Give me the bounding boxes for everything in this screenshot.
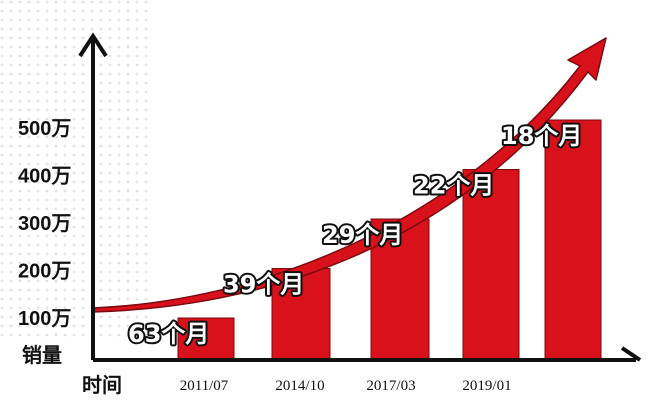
x-axis-arrowhead (620, 346, 642, 362)
bar-5 (544, 119, 602, 361)
data-label-3: 29个月 (322, 221, 403, 249)
data-label-2: 39个月 (223, 271, 304, 299)
y-tick-labels: 100万 200万 300万 400万 500万 (18, 118, 71, 330)
x-tick-label-4: 2019/01 (462, 378, 511, 394)
data-label-1: 63个月 (128, 320, 209, 348)
x-axis-title: 时间 (82, 373, 122, 397)
dot-texture (0, 0, 150, 340)
y-tick-label-500: 500万 (18, 118, 71, 140)
bar-1 (177, 317, 235, 361)
x-tick-label-2: 2014/10 (275, 378, 324, 394)
x-tick-label-3: 2017/03 (366, 378, 415, 394)
y-tick-label-100: 100万 (18, 308, 71, 330)
trend-arrow (92, 37, 607, 313)
x-tick-labels: 2011/07 2014/10 2017/03 2019/01 (180, 378, 512, 394)
x-tick-label-1: 2011/07 (180, 378, 229, 394)
data-label-4: 22个月 (413, 172, 494, 200)
y-tick-label-200: 200万 (18, 261, 71, 283)
y-tick-label-300: 300万 (18, 213, 71, 235)
y-axis-arrowhead (78, 32, 108, 58)
y-tick-label-400: 400万 (18, 166, 71, 188)
bars (177, 119, 602, 361)
axes (78, 32, 642, 362)
bar-4 (462, 169, 520, 361)
data-label-5: 18个月 (501, 122, 582, 150)
y-axis-title: 销量 (22, 343, 62, 367)
